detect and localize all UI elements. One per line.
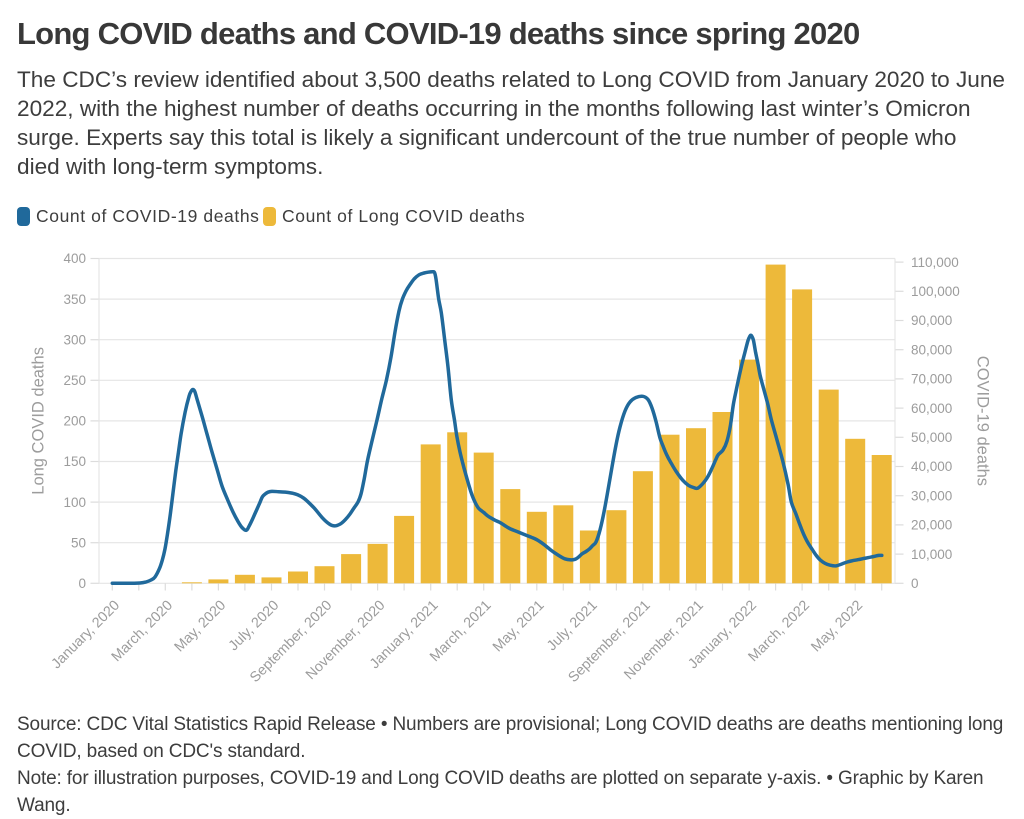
- svg-text:70,000: 70,000: [911, 372, 952, 387]
- svg-text:May, 2020: May, 2020: [171, 597, 229, 655]
- svg-text:100,000: 100,000: [911, 284, 960, 299]
- svg-text:10,000: 10,000: [911, 547, 952, 562]
- svg-text:0: 0: [78, 576, 86, 591]
- svg-text:July, 2020: July, 2020: [226, 597, 283, 654]
- svg-text:July, 2021: July, 2021: [544, 597, 601, 654]
- svg-text:80,000: 80,000: [911, 342, 952, 357]
- svg-text:250: 250: [63, 373, 86, 388]
- svg-text:110,000: 110,000: [911, 255, 959, 270]
- svg-text:40,000: 40,000: [911, 459, 952, 474]
- svg-text:90,000: 90,000: [911, 313, 952, 328]
- svg-text:300: 300: [63, 332, 86, 347]
- svg-text:50,000: 50,000: [911, 430, 952, 445]
- svg-text:May, 2021: May, 2021: [490, 597, 548, 655]
- svg-text:350: 350: [63, 292, 86, 307]
- svg-text:20,000: 20,000: [911, 518, 952, 533]
- svg-text:150: 150: [63, 454, 86, 469]
- svg-text:Long COVID deaths: Long COVID deaths: [30, 347, 48, 495]
- svg-text:200: 200: [63, 414, 86, 429]
- svg-text:60,000: 60,000: [911, 401, 952, 416]
- svg-text:COVID-19 deaths: COVID-19 deaths: [974, 356, 992, 486]
- svg-text:400: 400: [63, 251, 86, 266]
- svg-text:50: 50: [71, 535, 86, 550]
- svg-text:30,000: 30,000: [911, 488, 952, 503]
- svg-text:0: 0: [911, 576, 919, 591]
- svg-text:May, 2022: May, 2022: [808, 597, 866, 655]
- svg-text:January, 2020: January, 2020: [48, 597, 123, 672]
- svg-text:100: 100: [63, 495, 86, 510]
